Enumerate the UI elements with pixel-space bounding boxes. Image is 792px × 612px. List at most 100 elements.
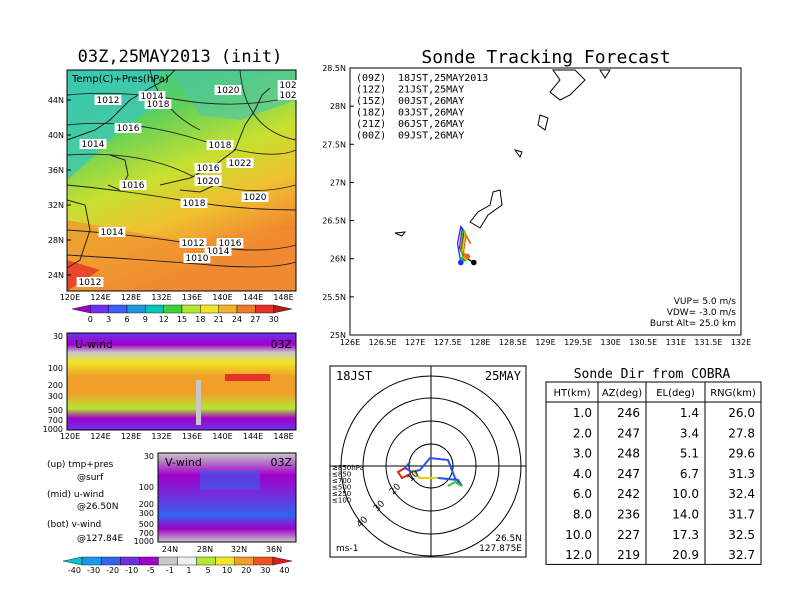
v-wind-lat-tick: 32N <box>231 545 247 554</box>
track-lat-tick: 27N <box>330 178 346 187</box>
u-wind-lon-tick: 140E <box>212 432 232 441</box>
wind-colorbar-label: 40 <box>279 566 289 575</box>
wind-colorbar-swatch <box>234 556 255 566</box>
temp-colorbar-swatch <box>218 304 238 314</box>
track-lon-tick: 130.5E <box>629 338 657 347</box>
temp-colorbar-swatch <box>126 304 146 314</box>
launch-utc: (09Z) <box>356 73 386 84</box>
wind-colorbar-swatch <box>81 556 102 566</box>
pressure-legend-item: ≤700 <box>332 477 351 485</box>
v-wind-lat-tick: 36N <box>266 545 282 554</box>
table-cell: 219 <box>617 548 640 562</box>
wind-colorbar-label: -20 <box>106 566 119 575</box>
isobar-label: 1014 <box>101 228 124 238</box>
isobar-label: 1010 <box>186 254 209 264</box>
pressure-legend-item: ≤850 <box>332 471 351 479</box>
isobar-label-bg <box>216 238 244 248</box>
table-cell: 17.3 <box>672 528 699 542</box>
temp-colorbar-label: 21 <box>214 315 224 324</box>
v-wind-pressure-tick: 500 <box>139 520 154 529</box>
track-lat-tick: 26.5N <box>322 217 346 226</box>
track-lon-tick: 131E <box>666 338 686 347</box>
v-wind-south <box>200 470 260 490</box>
launch-local: 21JST,25MAY <box>398 85 464 96</box>
isobar-label: 1014 <box>141 92 164 102</box>
hodograph-low <box>396 467 411 480</box>
wind-colorbar-swatch <box>177 556 197 566</box>
temp-colorbar-swatch <box>90 304 109 314</box>
temp-colorbar-label: 30 <box>269 315 279 324</box>
table-cell: 10.0 <box>565 528 592 542</box>
legend-note: @26.50N <box>77 502 119 512</box>
table-cell: 5.1 <box>680 447 699 461</box>
wind-colorbar-swatch <box>196 556 216 566</box>
table-cell: 32.5 <box>728 528 755 542</box>
temp-colorbar-swatch <box>255 304 274 314</box>
legend-note: (mid) u-wind <box>47 490 104 500</box>
wind-colorbar-label: -40 <box>68 566 81 575</box>
launch-utc: (15Z) <box>356 96 386 107</box>
isobar-label-bg <box>94 95 122 105</box>
wind-colorbar-swatch <box>100 556 121 566</box>
table-cell: 32.4 <box>728 487 755 501</box>
wind-colorbar-label: -10 <box>125 566 138 575</box>
launch-local: 18JST,25MAY2013 <box>398 73 488 84</box>
temp-colorbar-swatch <box>108 304 128 314</box>
table-cell: 12.0 <box>565 548 592 562</box>
u-wind-lon-tick: 128E <box>121 432 141 441</box>
map-frame <box>66 69 297 292</box>
u-wind-lon-tick: 120E <box>60 432 80 441</box>
track-lat-tick: 28.5N <box>322 64 346 73</box>
table-cell: 1.4 <box>680 406 699 420</box>
table-cell: 248 <box>617 447 640 461</box>
temp-colorbar-label: 15 <box>177 315 187 324</box>
temp-colorbar-swatch <box>181 304 201 314</box>
track-lon-tick: 128E <box>470 338 490 347</box>
hodograph-500 <box>447 480 463 487</box>
isobar-label: 1020 <box>244 193 267 203</box>
table-cell: 14.0 <box>672 508 699 522</box>
temp-colorbar-label: 18 <box>195 315 205 324</box>
temp-colorbar-swatch <box>200 304 219 314</box>
launch-local: 00JST,26MAY <box>398 96 464 107</box>
temp-colorbar-label: 9 <box>143 315 148 324</box>
v-wind-field <box>158 453 296 542</box>
island-outlines <box>394 69 611 237</box>
temp-colorbar-label: 3 <box>106 315 111 324</box>
u-wind-lon-tick: 124E <box>90 432 110 441</box>
v-wind-pressure-tick: 200 <box>139 500 154 509</box>
u-wind-time: 03Z <box>270 338 292 351</box>
u-wind-lon-ticks: 120E 124E 128E 132E 136E 140E 144E 148E <box>60 432 294 441</box>
wind-colorbar-swatch <box>272 556 293 566</box>
v-wind-lat-ticks: 24N 28N 32N 36N <box>162 545 282 554</box>
track-lon-tick: 128.5E <box>499 338 527 347</box>
table-header: AZ(deg) <box>602 388 642 399</box>
u-wind-lon-tick: 144E <box>243 432 263 441</box>
table-cell: 247 <box>617 426 640 440</box>
track-lat-tick: 25N <box>330 331 346 340</box>
u-wind-pressure-tick: 500 <box>48 406 63 415</box>
table-border <box>545 381 762 565</box>
track-lat-tick: 27.5N <box>322 140 346 149</box>
table-cell: 247 <box>617 467 640 481</box>
polar-units: ms-1 <box>336 544 358 554</box>
launch-local: 03JST,26MAY <box>398 108 464 119</box>
map-lon-tick: 144E <box>243 293 263 302</box>
table-cell: 4.0 <box>573 467 592 481</box>
isobar-label-bg <box>241 192 269 202</box>
table-cell: 246 <box>617 406 640 420</box>
v-wind-pressure-tick: 30 <box>144 452 154 461</box>
cold-region <box>67 70 160 180</box>
table-cell: 29.6 <box>728 447 755 461</box>
v-wind-lat-tick: 24N <box>162 545 178 554</box>
isobar-label-bg <box>226 158 254 168</box>
map-title: 03Z,25MAY2013 (init) <box>78 47 283 67</box>
polar-lon: 127.875E <box>479 544 522 554</box>
map-lat-tick: 24N <box>48 271 64 280</box>
isobar-label-bg <box>277 80 299 90</box>
u-wind-pressure-tick: 30 <box>53 332 63 341</box>
